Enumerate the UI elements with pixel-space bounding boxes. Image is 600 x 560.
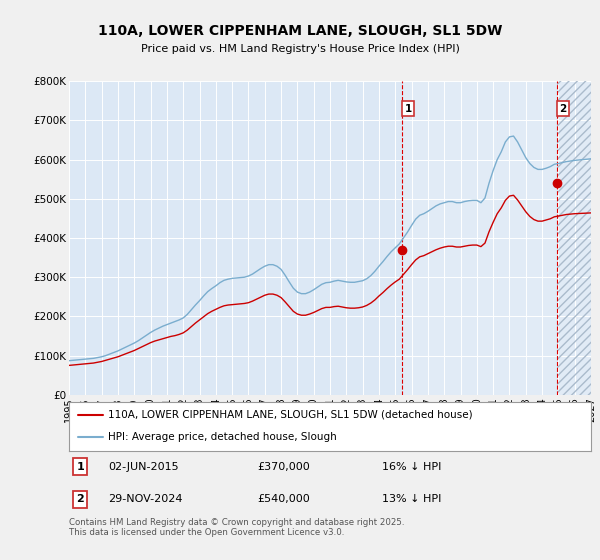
Text: HPI: Average price, detached house, Slough: HPI: Average price, detached house, Slou… xyxy=(108,432,337,442)
Text: 110A, LOWER CIPPENHAM LANE, SLOUGH, SL1 5DW (detached house): 110A, LOWER CIPPENHAM LANE, SLOUGH, SL1 … xyxy=(108,410,473,420)
Text: Contains HM Land Registry data © Crown copyright and database right 2025.
This d: Contains HM Land Registry data © Crown c… xyxy=(69,518,404,538)
Text: Price paid vs. HM Land Registry's House Price Index (HPI): Price paid vs. HM Land Registry's House … xyxy=(140,44,460,54)
Text: 1: 1 xyxy=(404,104,412,114)
Text: 13% ↓ HPI: 13% ↓ HPI xyxy=(382,494,442,505)
Text: £540,000: £540,000 xyxy=(257,494,310,505)
Text: 2: 2 xyxy=(560,104,567,114)
Text: 1: 1 xyxy=(77,461,85,472)
Text: 16% ↓ HPI: 16% ↓ HPI xyxy=(382,461,442,472)
Text: 2: 2 xyxy=(77,494,85,505)
Text: 110A, LOWER CIPPENHAM LANE, SLOUGH, SL1 5DW: 110A, LOWER CIPPENHAM LANE, SLOUGH, SL1 … xyxy=(98,24,502,38)
Text: 29-NOV-2024: 29-NOV-2024 xyxy=(108,494,182,505)
Text: £370,000: £370,000 xyxy=(257,461,310,472)
Bar xyxy=(557,81,591,395)
Bar xyxy=(402,81,591,395)
Text: 02-JUN-2015: 02-JUN-2015 xyxy=(108,461,179,472)
